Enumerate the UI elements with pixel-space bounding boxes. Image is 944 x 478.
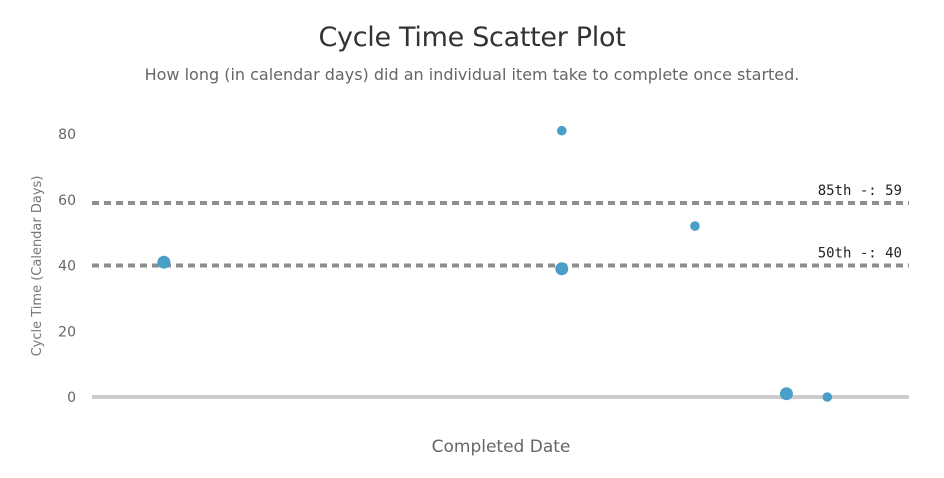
chart-title: Cycle Time Scatter Plot (318, 22, 626, 53)
x-axis-title: Completed Date (432, 437, 571, 457)
y-tick-label: 0 (67, 390, 76, 406)
chart-subtitle: How long (in calendar days) did an indiv… (144, 65, 800, 84)
data-point[interactable] (822, 392, 833, 402)
reference-line-label: 85th -: 59 (818, 183, 902, 199)
y-tick-label: 80 (58, 127, 76, 143)
y-tick-label: 60 (58, 193, 76, 209)
data-point[interactable] (157, 255, 171, 269)
y-tick-label: 40 (58, 259, 76, 275)
reference-line-label: 50th -: 40 (818, 246, 902, 262)
reference-lines: 85th -: 59 50th -: 40 (92, 183, 909, 268)
data-point[interactable] (779, 387, 793, 401)
y-tick-label: 20 (58, 324, 76, 340)
data-point[interactable] (690, 221, 700, 231)
y-axis-title: Cycle Time (Calendar Days) (30, 176, 45, 357)
data-points (157, 125, 833, 402)
data-point[interactable] (556, 125, 567, 136)
y-axis-ticks: 0 20 40 60 80 (58, 127, 76, 406)
data-point[interactable] (555, 262, 569, 276)
